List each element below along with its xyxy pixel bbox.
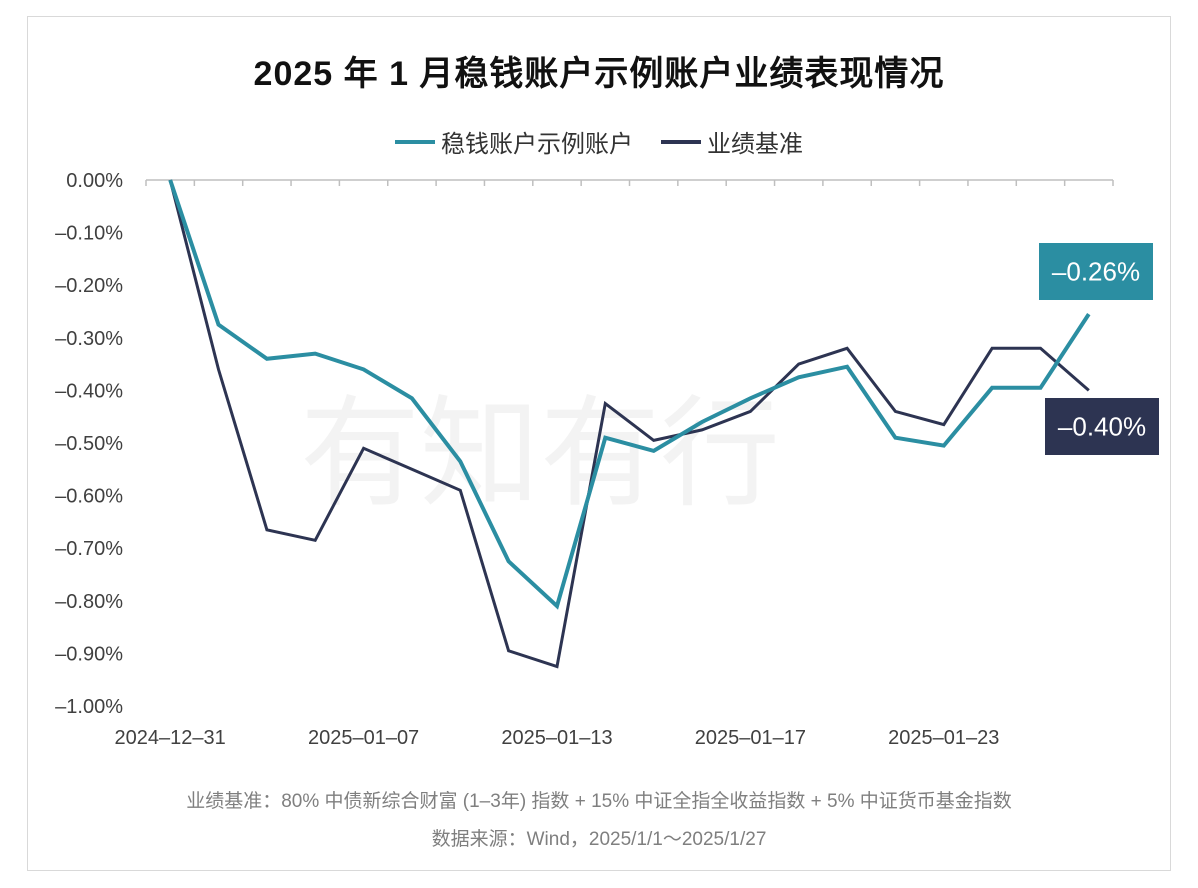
- legend-swatch-benchmark: [661, 139, 701, 144]
- legend-item-account: 稳钱账户示例账户: [395, 124, 633, 159]
- x-tick-label: 2025–01–07: [308, 727, 419, 749]
- end-label-callouts: –0.26% –0.40%: [1039, 243, 1159, 455]
- end-label-benchmark: –0.40%: [1045, 398, 1159, 455]
- y-tick-label: –0.50%: [55, 433, 123, 455]
- legend-label-account: 稳钱账户示例账户: [441, 131, 633, 158]
- y-tick-label: 0.00%: [66, 170, 123, 192]
- end-label-text: –0.26%: [1052, 257, 1140, 287]
- legend-item-benchmark: 业绩基准: [661, 124, 803, 159]
- footnote-benchmark: 业绩基准：80% 中债新综合财富 (1–3年) 指数 + 15% 中证全指全收益…: [186, 791, 1012, 812]
- series-line-account: [168, 179, 1091, 610]
- legend-swatch-account: [395, 139, 435, 144]
- x-tick-label: 2024–12–31: [115, 727, 226, 749]
- end-label-account: –0.26%: [1039, 243, 1153, 300]
- series-line-benchmark: [168, 179, 1090, 669]
- y-tick-label: –1.00%: [55, 696, 123, 718]
- y-tick-label: –0.60%: [55, 486, 123, 508]
- x-tick-label: 2025–01–23: [888, 727, 999, 749]
- end-label-box: [1039, 243, 1153, 300]
- chart-axes: 0.00% –0.10% –0.20% –0.30% –0.40% –0.50% –0.60…: [55, 170, 1114, 749]
- end-label-text: –0.40%: [1058, 412, 1146, 442]
- y-tick-label: –0.70%: [55, 538, 123, 560]
- y-tick-label: –0.90%: [55, 643, 123, 665]
- watermark-text: 有知有行: [300, 385, 780, 524]
- chart-title: 2025 年 1 月稳钱账户示例账户业绩表现情况: [253, 55, 945, 93]
- footnote-source: 数据来源：Wind，2025/1/1～2025/1/27: [431, 829, 767, 850]
- y-tick-label: –0.20%: [55, 275, 123, 297]
- legend-label-benchmark: 业绩基准: [707, 131, 803, 158]
- y-tick-label: –0.10%: [55, 223, 123, 245]
- y-tick-label: –0.80%: [55, 591, 123, 613]
- chart-legend: 稳钱账户示例账户 业绩基准: [0, 124, 1198, 159]
- y-tick-label: –0.40%: [55, 380, 123, 402]
- end-label-box: [1045, 398, 1159, 455]
- y-tick-label: –0.30%: [55, 328, 123, 350]
- x-tick-label: 2025–01–17: [695, 727, 806, 749]
- x-tick-label: 2025–01–13: [501, 727, 612, 749]
- series-layer: [168, 179, 1091, 669]
